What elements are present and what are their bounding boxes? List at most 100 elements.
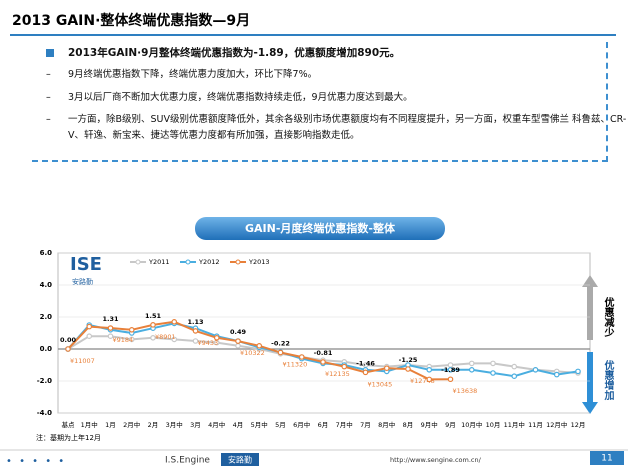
footer-brand: I.S.Engine: [165, 456, 210, 466]
point: [490, 370, 496, 376]
bullet-text: 3月以后厂商不断加大优惠力度，终端优惠指数持续走低，9月优惠力度达到最大。: [68, 92, 413, 103]
legend-marker: [235, 259, 241, 265]
price-label: ¥11320: [283, 361, 308, 369]
bullet-text: 一方面，除B级别、SUV级别优惠额度降低外，其余各级别市场优惠额度均有不同程度提…: [68, 114, 627, 141]
bullet-box: 2013年GAIN·9月整体终端优惠指数为-1.89，优惠额度增加890元。 –…: [32, 42, 626, 162]
legend-marker: [185, 259, 191, 265]
x-tick-label: 6月: [318, 421, 329, 429]
x-tick-label: 基点: [62, 420, 76, 429]
y-tick-label: -2.0: [37, 377, 52, 385]
price-label: ¥11007: [70, 357, 95, 365]
x-tick-label: 9月中: [421, 420, 438, 429]
x-tick-label: 6月中: [293, 420, 310, 429]
point: [277, 349, 284, 356]
data-label: 1.51: [145, 312, 162, 320]
data-label: -1.46: [356, 359, 375, 367]
x-tick-label: 7月: [360, 421, 371, 429]
x-tick-label: 11月中: [504, 420, 525, 429]
data-label: -1.89: [441, 366, 460, 374]
logo: ISE: [70, 254, 102, 275]
bullet-marker: –: [46, 92, 51, 103]
price-label: ¥12135: [325, 370, 350, 378]
footer-url: http://www.sengine.com.cn/: [390, 456, 482, 464]
y-tick-label: 4.0: [40, 281, 53, 289]
logo-sub: 安路勤: [72, 277, 93, 286]
legend-label: Y2012: [198, 258, 220, 266]
legend-label: Y2013: [248, 258, 270, 266]
x-tick-label: 4月: [233, 421, 244, 429]
data-label: 0.49: [230, 328, 247, 336]
point: [383, 365, 390, 372]
point: [235, 342, 241, 349]
legend-marker: [135, 259, 141, 265]
x-tick-label: 8月中: [378, 420, 395, 429]
point: [171, 318, 178, 325]
title-rule: [10, 34, 616, 36]
x-tick-label: 11月: [528, 421, 543, 429]
page-number: 11: [601, 454, 612, 464]
x-tick-label: 2月: [148, 421, 159, 429]
price-label: ¥13638: [453, 387, 478, 395]
price-label: ¥8901: [155, 333, 176, 341]
point: [362, 369, 369, 376]
point: [468, 366, 475, 373]
bullet-marker: [46, 49, 54, 57]
point: [298, 354, 305, 360]
x-tick-label: 8月: [403, 421, 414, 429]
bullet-marker: –: [46, 69, 51, 80]
point: [107, 333, 114, 340]
data-label: -0.81: [314, 349, 333, 357]
point: [256, 342, 263, 349]
note: 注：基期为上年12月: [36, 433, 101, 442]
point: [192, 328, 199, 334]
x-tick-label: 9月: [445, 421, 456, 429]
chart-title-banner: [195, 217, 445, 240]
point: [468, 360, 475, 367]
data-label: -1.25: [399, 356, 418, 364]
footer-dots: • • • • •: [6, 456, 66, 467]
point: [405, 366, 411, 372]
point: [86, 323, 93, 330]
point: [341, 363, 348, 370]
point: [107, 325, 114, 331]
x-tick-label: 4月中: [208, 420, 225, 429]
page-number-box: [590, 451, 624, 465]
data-label: 1.13: [187, 318, 203, 326]
point: [575, 368, 581, 375]
footer-badge-text: 安路勤: [228, 455, 252, 465]
point: [65, 346, 71, 352]
y-tick-label: 6.0: [40, 249, 53, 257]
chart-title: GAIN-月度终端优惠指数-整体: [245, 221, 396, 235]
point: [532, 366, 539, 373]
x-tick-label: 12月: [571, 421, 586, 429]
point: [150, 322, 156, 328]
y-tick-label: 2.0: [40, 313, 53, 321]
plot-area: [57, 252, 591, 414]
point: [447, 376, 454, 383]
price-label: ¥9184: [113, 336, 134, 344]
point: [235, 338, 241, 344]
arrow-up: [582, 275, 598, 340]
price-label: ¥10322: [240, 349, 265, 357]
bullet: – 9月终端优惠指数下降，终端优惠力度加大，环比下降7%。: [46, 67, 628, 83]
point: [320, 359, 326, 365]
y-tick-label: -4.0: [37, 409, 52, 417]
x-tick-label: 1月: [105, 421, 116, 429]
point: [447, 366, 454, 373]
price-label: ¥12748: [410, 377, 435, 385]
x-tick-label: 5月中: [251, 420, 268, 429]
bullet-text: 9月终端优惠指数下降，终端优惠力度加大，环比下降7%。: [68, 69, 318, 80]
bullet-text: 2013年GAIN·9月整体终端优惠指数为-1.89，优惠额度增加890元。: [68, 47, 401, 59]
price-label: ¥9433: [198, 339, 219, 347]
point: [426, 366, 433, 373]
legend-label: Y2011: [148, 258, 170, 266]
arrow-down: [582, 352, 598, 414]
x-tick-label: 3月中: [166, 420, 183, 429]
data-label: 1.31: [102, 315, 119, 323]
point: [511, 363, 518, 370]
side-label: 优惠减少: [602, 296, 615, 337]
footer-badge: [221, 453, 259, 466]
x-tick-label: 10月: [486, 421, 501, 429]
